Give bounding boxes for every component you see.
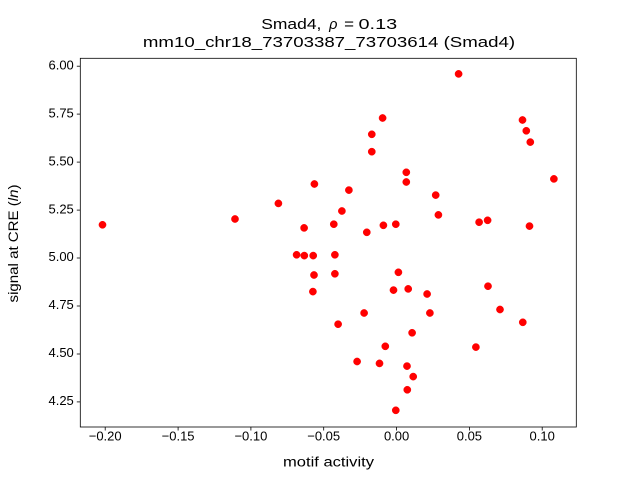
svg-text:4.50: 4.50 — [48, 345, 73, 360]
svg-text:6.00: 6.00 — [48, 57, 73, 72]
svg-text:Smad4,ρ=0.13: Smad4, ρ = 0.13 — [261, 17, 397, 33]
svg-text:−0.10: −0.10 — [234, 429, 267, 444]
svg-text:−0.20: −0.20 — [89, 429, 122, 444]
svg-text:0.10: 0.10 — [530, 429, 555, 444]
svg-text:5.25: 5.25 — [48, 201, 73, 216]
svg-text:mm10_chr18_73703387_73703614 (: mm10_chr18_73703387_73703614 (Smad4) — [143, 35, 515, 51]
svg-text:5.00: 5.00 — [48, 249, 73, 264]
svg-text:motif activity: motif activity — [283, 455, 374, 470]
svg-text:4.75: 4.75 — [48, 297, 73, 312]
svg-text:4.25: 4.25 — [48, 393, 73, 408]
svg-text:−0.05: −0.05 — [307, 429, 340, 444]
svg-text:5.75: 5.75 — [48, 105, 73, 120]
svg-text:0.05: 0.05 — [457, 429, 482, 444]
svg-text:−0.15: −0.15 — [162, 429, 195, 444]
svg-text:0.00: 0.00 — [384, 429, 409, 444]
svg-text:signal at CRE (ln): signal at CRE (ln) — [6, 184, 21, 302]
svg-text:5.50: 5.50 — [48, 153, 73, 168]
